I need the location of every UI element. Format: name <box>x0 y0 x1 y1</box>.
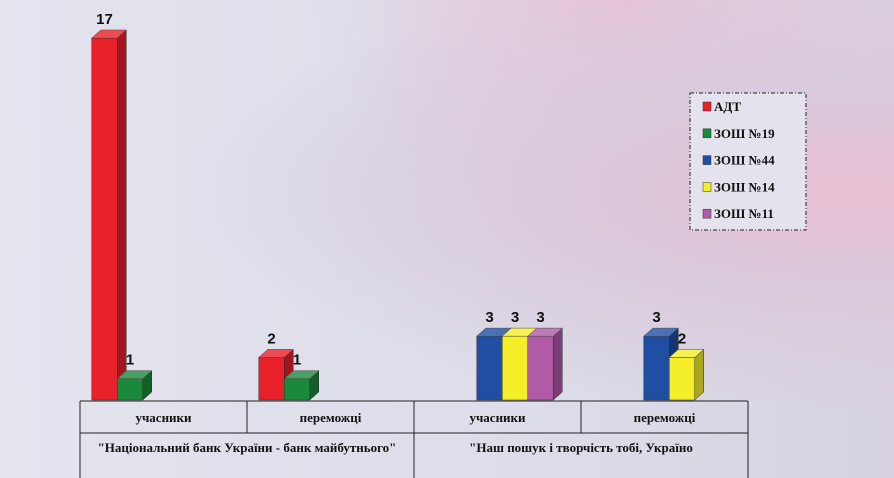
bar-front <box>258 357 285 401</box>
bar-front <box>91 37 118 401</box>
bar-front <box>476 335 503 401</box>
bar-top-shade <box>527 328 563 337</box>
bar-side-shade <box>694 349 704 400</box>
bar-top-shade <box>476 328 512 337</box>
value-label: 3 <box>652 309 660 326</box>
bar-top-shade <box>669 349 704 358</box>
legend-swatch <box>702 101 712 112</box>
legend-label: ЗОШ №11 <box>714 206 774 221</box>
x-tick-label: переможці <box>300 410 362 425</box>
group-label: "Національний банк України - банк майбут… <box>97 440 397 455</box>
x-tick-label: учасники <box>135 410 192 425</box>
bar-front <box>643 335 670 401</box>
bar-top <box>643 327 679 337</box>
bar-front <box>284 378 310 401</box>
axis <box>79 400 749 478</box>
bar-front <box>527 335 554 401</box>
group-label: "Наш пошук і творчість тобі, Україно <box>469 440 693 455</box>
bar-side-shade <box>309 370 319 400</box>
value-label: 3 <box>485 309 493 326</box>
bar-side-shade <box>142 370 152 400</box>
bar-top-shade <box>258 349 294 358</box>
bar-top-shade <box>117 370 152 379</box>
value-label: 17 <box>96 11 113 28</box>
x-tick-label: переможці <box>634 410 696 425</box>
value-label: 1 <box>126 352 134 369</box>
legend-label: ЗОШ №19 <box>714 126 775 141</box>
legend-swatch <box>702 208 712 219</box>
bar-front <box>117 378 143 401</box>
bar-front <box>669 357 695 401</box>
bar-top <box>116 370 153 379</box>
bar-side-shade <box>553 328 563 400</box>
bar <box>283 370 320 401</box>
bar <box>668 348 705 401</box>
bar-top <box>91 29 127 39</box>
value-label: 3 <box>536 309 544 326</box>
bar-front <box>502 335 528 401</box>
bar-top-shade <box>284 370 319 379</box>
value-label: 3 <box>511 309 519 326</box>
bar-top-shade <box>643 328 679 337</box>
legend-swatch <box>702 128 712 139</box>
legend-swatch <box>702 182 712 192</box>
bar-top <box>668 349 705 358</box>
value-label: 1 <box>293 352 301 369</box>
bar-side-shade <box>117 30 127 400</box>
legend-swatch <box>702 155 712 165</box>
bar-top <box>527 327 563 337</box>
x-tick-label: учасники <box>469 410 526 425</box>
legend-label: АДТ <box>714 99 741 114</box>
bar-top <box>283 370 320 379</box>
value-label: 2 <box>678 330 686 347</box>
value-label: 2 <box>267 330 275 347</box>
legend-label: ЗОШ №44 <box>714 153 775 168</box>
bar-top-shade <box>502 328 537 337</box>
bar <box>527 327 563 401</box>
legend-box <box>689 92 807 231</box>
bar <box>116 370 153 401</box>
bar-top-shade <box>91 30 127 38</box>
bar-top <box>258 349 294 358</box>
bar <box>91 29 127 401</box>
legend-label: ЗОШ №14 <box>714 179 775 194</box>
